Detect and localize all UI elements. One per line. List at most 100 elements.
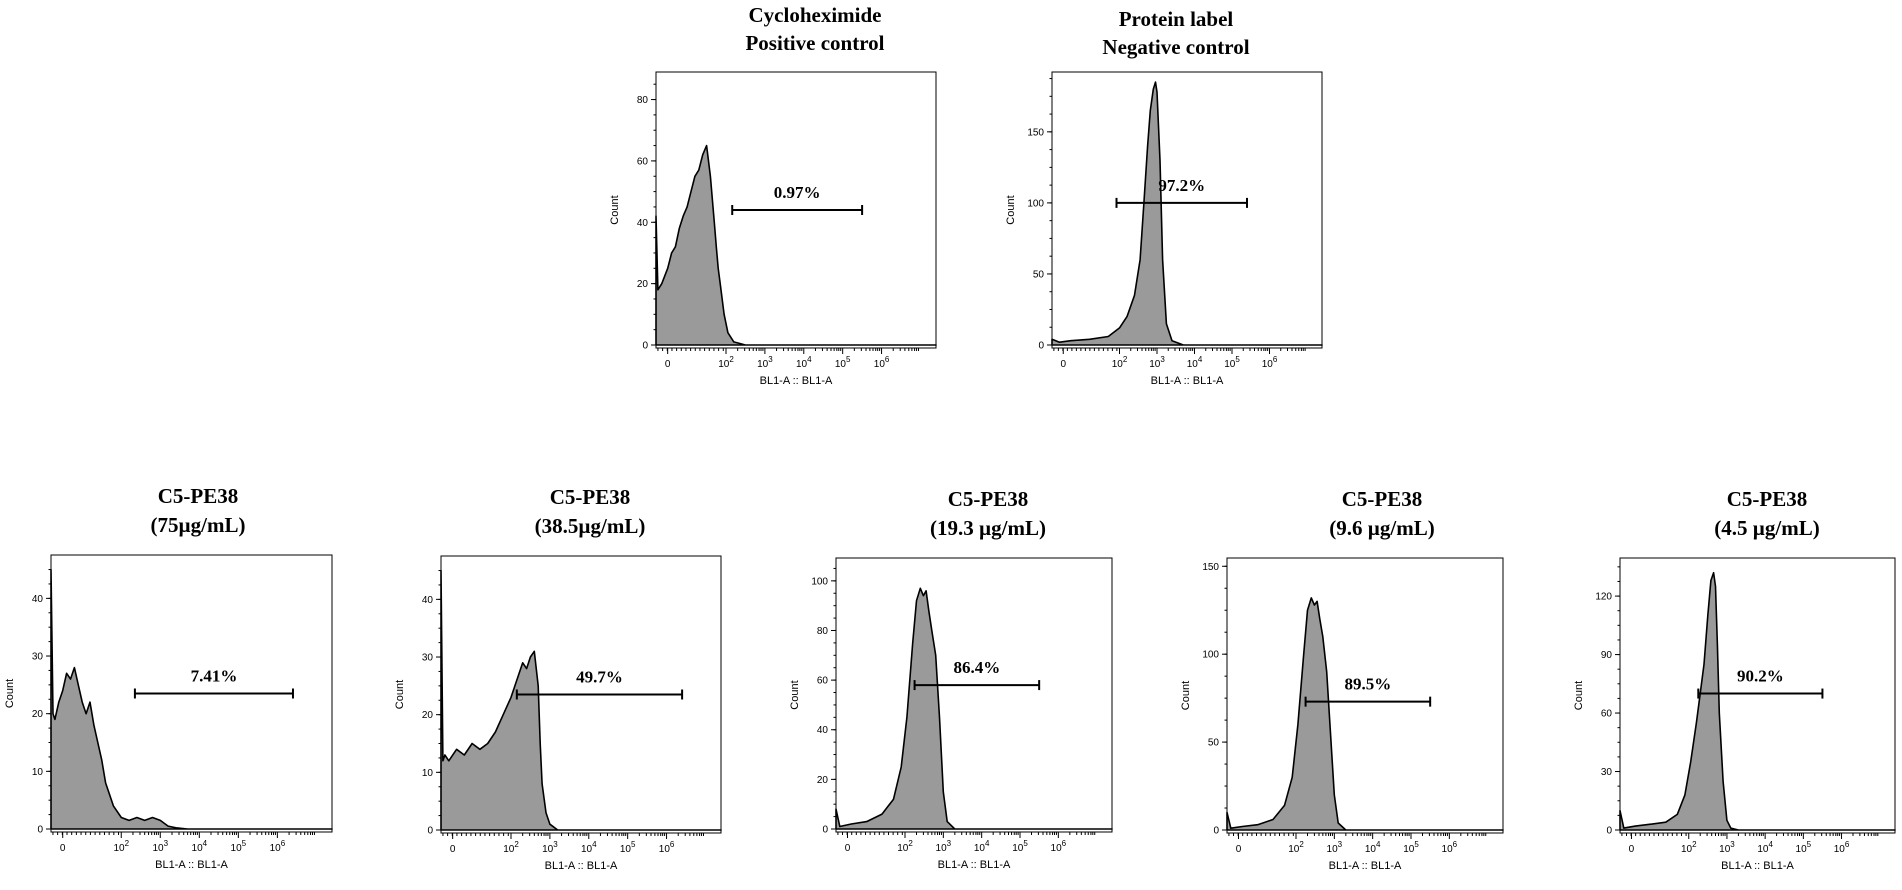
x-tick-label: 0 xyxy=(60,843,66,854)
y-tick-label: 0 xyxy=(822,825,828,836)
y-tick-label: 120 xyxy=(1595,592,1612,603)
x-tick-label: 106 xyxy=(1442,840,1458,855)
histogram-panel-5: C5-PE38 (19.3 µg/mL) 0 20 40 60 80 100 0 102 103 10… xyxy=(789,487,1113,871)
x-tick-label: 0 xyxy=(845,843,851,854)
x-tick-label: 104 xyxy=(1365,840,1381,855)
y-tick-label: 40 xyxy=(32,594,44,605)
x-tick-label: 102 xyxy=(503,840,519,855)
plot-frame xyxy=(50,554,333,833)
x-axis-label: BL1-A :: BL1-A xyxy=(1151,375,1224,387)
plot-frame xyxy=(1226,557,1504,834)
y-tick-label: 20 xyxy=(422,710,434,721)
y-tick-label: 0 xyxy=(1213,826,1219,837)
x-tick-label: 105 xyxy=(1012,839,1028,854)
y-tick-label: 80 xyxy=(637,95,649,106)
y-tick-label: 0 xyxy=(1606,826,1612,837)
y-axis-label: Count xyxy=(1180,681,1192,710)
x-tick-label: 0 xyxy=(1236,844,1242,855)
x-tick-label: 103 xyxy=(936,839,952,854)
x-tick-label: 102 xyxy=(1288,840,1304,855)
y-tick-label: 50 xyxy=(1208,738,1220,749)
panel-title-line-1: Protein label xyxy=(1119,7,1234,31)
y-axis-label: Count xyxy=(394,680,406,709)
y-tick-label: 0 xyxy=(37,825,43,836)
y-tick-label: 30 xyxy=(1601,767,1613,778)
x-axis-label: BL1-A :: BL1-A xyxy=(760,375,833,387)
y-tick-label: 50 xyxy=(1033,269,1045,280)
y-tick-label: 0 xyxy=(427,826,433,837)
x-tick-label: 104 xyxy=(581,840,597,855)
gate-percentage-label: 0.97% xyxy=(774,183,821,202)
histogram-area xyxy=(1051,81,1323,346)
y-tick-label: 40 xyxy=(637,218,649,229)
y-tick-label: 30 xyxy=(32,652,44,663)
x-tick-label: 103 xyxy=(152,839,168,854)
x-tick-label: 105 xyxy=(620,840,636,855)
x-tick-label: 105 xyxy=(1796,840,1812,855)
x-tick-label: 106 xyxy=(270,839,286,854)
y-tick-label: 100 xyxy=(811,576,828,587)
x-tick-label: 105 xyxy=(835,355,851,370)
y-tick-label: 20 xyxy=(817,775,829,786)
x-tick-label: 103 xyxy=(757,355,773,370)
x-tick-label: 104 xyxy=(1757,840,1773,855)
x-tick-label: 0 xyxy=(450,844,456,855)
histogram-panel-3: C5-PE38 (75µg/mL) 0 10 20 30 40 0 102 103 104 105 10… xyxy=(4,484,333,871)
gate-percentage-label: 49.7% xyxy=(576,668,623,687)
x-tick-label: 0 xyxy=(1060,359,1066,370)
y-tick-label: 10 xyxy=(422,768,434,779)
gate-percentage-label: 90.2% xyxy=(1737,667,1784,686)
histogram-area xyxy=(655,144,937,346)
y-axis-label: Count xyxy=(1005,195,1017,224)
y-axis-label: Count xyxy=(1573,681,1585,710)
y-tick-label: 0 xyxy=(642,341,648,352)
histogram-area xyxy=(440,569,722,831)
panel-title-line-2: (9.6 µg/mL) xyxy=(1329,516,1434,540)
x-tick-label: 106 xyxy=(1051,839,1067,854)
gate-percentage-label: 86.4% xyxy=(954,658,1001,677)
x-tick-label: 104 xyxy=(1187,355,1203,370)
histogram-panel-7: C5-PE38 (4.5 µg/mL) 0 30 60 90 120 0 102 103 104 10… xyxy=(1573,487,1896,872)
plot-frame xyxy=(655,71,937,349)
x-tick-label: 106 xyxy=(1834,840,1850,855)
y-tick-label: 0 xyxy=(1038,341,1044,352)
x-tick-label: 105 xyxy=(231,839,247,854)
y-tick-label: 80 xyxy=(817,626,829,637)
x-tick-label: 106 xyxy=(659,840,675,855)
x-axis-label: BL1-A :: BL1-A xyxy=(1329,860,1402,872)
histogram-area xyxy=(50,568,333,830)
y-axis-label: Count xyxy=(789,680,801,709)
x-axis-label: BL1-A :: BL1-A xyxy=(155,859,228,871)
histogram-area xyxy=(1226,597,1504,831)
plot-frame xyxy=(440,555,722,834)
y-tick-label: 100 xyxy=(1027,198,1044,209)
y-tick-label: 100 xyxy=(1202,650,1219,661)
y-tick-label: 10 xyxy=(32,767,44,778)
x-tick-label: 106 xyxy=(1262,355,1278,370)
gate-percentage-label: 97.2% xyxy=(1158,176,1205,195)
panel-title-line-2: (4.5 µg/mL) xyxy=(1714,516,1819,540)
panel-title-line-1: C5-PE38 xyxy=(948,487,1029,511)
plot-frame xyxy=(835,557,1113,833)
y-tick-label: 60 xyxy=(817,676,829,687)
x-tick-label: 102 xyxy=(1112,355,1128,370)
y-axis-label: Count xyxy=(609,195,621,224)
x-tick-label: 104 xyxy=(192,839,208,854)
histogram-area xyxy=(1619,571,1896,831)
panel-title-line-2: (19.3 µg/mL) xyxy=(930,516,1046,540)
y-tick-label: 40 xyxy=(422,595,434,606)
x-tick-label: 0 xyxy=(665,359,671,370)
y-tick-label: 20 xyxy=(32,709,44,720)
histogram-panel-4: C5-PE38 (38.5µg/mL) 0 10 20 30 40 0 102 103 104 105… xyxy=(394,485,722,872)
x-tick-label: 103 xyxy=(1719,840,1735,855)
panel-title-line-1: C5-PE38 xyxy=(1727,487,1808,511)
y-tick-label: 40 xyxy=(817,725,829,736)
y-tick-label: 60 xyxy=(637,156,649,167)
x-tick-label: 102 xyxy=(718,355,734,370)
panel-title-line-2: (75µg/mL) xyxy=(151,513,246,537)
histogram-area xyxy=(835,587,1113,830)
y-tick-label: 150 xyxy=(1027,127,1044,138)
y-tick-label: 90 xyxy=(1601,650,1613,661)
y-tick-label: 30 xyxy=(422,653,434,664)
panel-title-line-1: Cycloheximide xyxy=(749,3,882,27)
